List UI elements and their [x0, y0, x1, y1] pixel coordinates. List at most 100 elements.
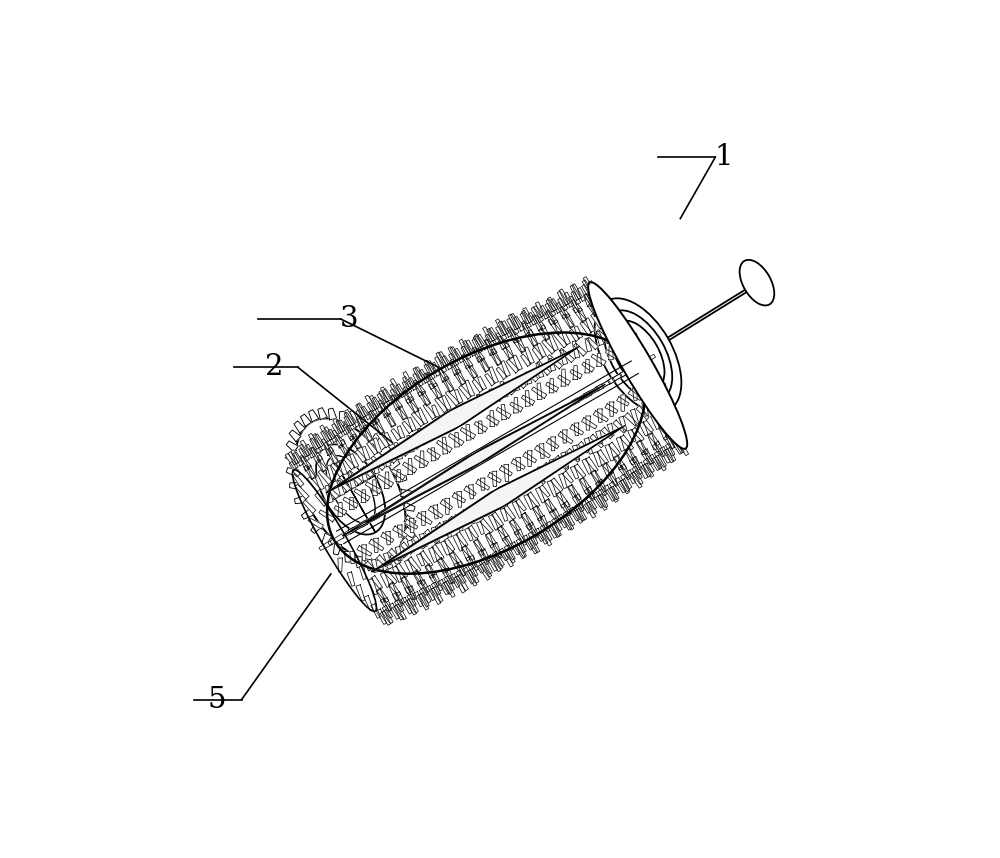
Polygon shape	[549, 408, 563, 419]
Polygon shape	[609, 442, 620, 456]
Polygon shape	[454, 372, 465, 385]
Polygon shape	[522, 535, 533, 550]
Polygon shape	[376, 555, 388, 567]
Polygon shape	[609, 481, 619, 494]
Polygon shape	[507, 432, 521, 442]
Polygon shape	[382, 610, 393, 624]
Polygon shape	[321, 438, 334, 454]
Polygon shape	[472, 339, 483, 353]
Polygon shape	[466, 401, 479, 414]
Polygon shape	[347, 472, 356, 488]
Polygon shape	[365, 482, 382, 494]
Polygon shape	[286, 468, 298, 476]
Polygon shape	[427, 449, 440, 459]
Polygon shape	[537, 414, 554, 426]
Polygon shape	[665, 448, 676, 462]
Ellipse shape	[588, 282, 687, 449]
Polygon shape	[304, 465, 315, 479]
Polygon shape	[583, 277, 595, 293]
Polygon shape	[477, 335, 488, 350]
Polygon shape	[510, 541, 520, 555]
Polygon shape	[503, 505, 516, 520]
Polygon shape	[464, 486, 476, 496]
Polygon shape	[570, 370, 582, 378]
Polygon shape	[570, 425, 584, 435]
Polygon shape	[384, 454, 391, 467]
Polygon shape	[539, 485, 550, 497]
Polygon shape	[390, 389, 400, 401]
Polygon shape	[456, 570, 466, 583]
Polygon shape	[489, 389, 496, 404]
Polygon shape	[525, 372, 532, 384]
Polygon shape	[373, 438, 382, 453]
Polygon shape	[513, 378, 520, 391]
Polygon shape	[294, 452, 304, 466]
Polygon shape	[558, 432, 573, 444]
Polygon shape	[555, 456, 569, 470]
Polygon shape	[561, 369, 566, 386]
Polygon shape	[318, 408, 327, 420]
Polygon shape	[626, 470, 636, 484]
Polygon shape	[591, 354, 606, 366]
Polygon shape	[462, 353, 473, 368]
Polygon shape	[347, 572, 355, 586]
Polygon shape	[394, 604, 406, 619]
Polygon shape	[538, 531, 548, 544]
Polygon shape	[316, 460, 327, 472]
Polygon shape	[528, 532, 538, 545]
Text: 1: 1	[715, 143, 733, 171]
Polygon shape	[419, 588, 431, 603]
Polygon shape	[403, 503, 415, 511]
Polygon shape	[455, 432, 459, 447]
Polygon shape	[308, 518, 323, 529]
Polygon shape	[474, 421, 488, 432]
Polygon shape	[357, 419, 366, 432]
Polygon shape	[588, 304, 599, 317]
Polygon shape	[392, 566, 402, 583]
Polygon shape	[395, 495, 411, 507]
Polygon shape	[476, 522, 484, 535]
Polygon shape	[401, 577, 410, 594]
Polygon shape	[489, 366, 499, 384]
Polygon shape	[506, 360, 519, 373]
Polygon shape	[490, 443, 503, 452]
Polygon shape	[483, 327, 495, 342]
Polygon shape	[677, 439, 689, 456]
Polygon shape	[548, 358, 556, 372]
Polygon shape	[350, 435, 361, 449]
Polygon shape	[516, 529, 527, 546]
Polygon shape	[496, 367, 507, 379]
Polygon shape	[474, 348, 485, 361]
Polygon shape	[406, 399, 418, 413]
Polygon shape	[431, 583, 441, 595]
Polygon shape	[407, 594, 416, 607]
Polygon shape	[643, 459, 654, 473]
Polygon shape	[369, 410, 380, 424]
Polygon shape	[318, 470, 332, 485]
Polygon shape	[408, 557, 421, 572]
Polygon shape	[326, 350, 574, 492]
Polygon shape	[426, 372, 438, 388]
Polygon shape	[524, 494, 533, 510]
Polygon shape	[456, 369, 466, 384]
Polygon shape	[504, 464, 509, 481]
Polygon shape	[630, 409, 639, 426]
Polygon shape	[396, 592, 405, 604]
Polygon shape	[546, 310, 558, 324]
Polygon shape	[556, 492, 565, 508]
Polygon shape	[441, 541, 450, 555]
Polygon shape	[472, 379, 483, 392]
Polygon shape	[553, 332, 567, 347]
Polygon shape	[582, 459, 592, 474]
Polygon shape	[492, 471, 497, 486]
Polygon shape	[427, 360, 437, 374]
Polygon shape	[620, 435, 634, 450]
Polygon shape	[568, 485, 581, 500]
Polygon shape	[647, 433, 657, 450]
Polygon shape	[654, 456, 666, 471]
Polygon shape	[432, 405, 440, 417]
Polygon shape	[630, 472, 642, 488]
Polygon shape	[464, 402, 473, 418]
Polygon shape	[630, 459, 642, 474]
Polygon shape	[356, 585, 365, 601]
